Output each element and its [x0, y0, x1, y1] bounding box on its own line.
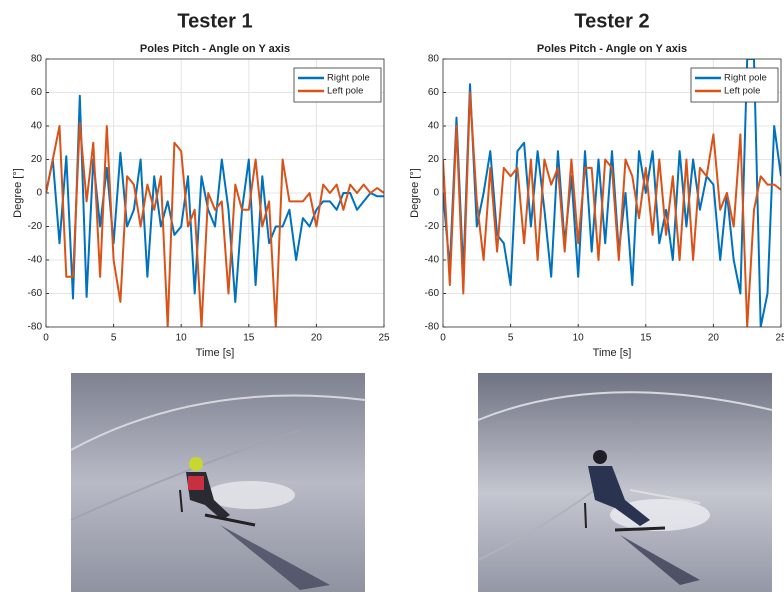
- x-tick-label: 20: [311, 333, 323, 344]
- y-tick-label: 40: [428, 121, 440, 132]
- x-tick-label: 15: [640, 333, 652, 344]
- chart: Tester 1 Poles Pitch - Angle on Y axis -80…: [12, 10, 390, 359]
- x-tick-label: 0: [440, 333, 446, 344]
- y-tick-label: -20: [425, 221, 440, 232]
- legend-label: Left pole: [327, 86, 363, 97]
- y-tick-label: 60: [31, 87, 43, 98]
- x-tick-label: 5: [508, 333, 514, 344]
- x-tick-label: 10: [573, 333, 585, 344]
- y-tick-label: -80: [28, 322, 43, 333]
- y-tick-label: 0: [36, 188, 42, 199]
- y-tick-label: 20: [428, 154, 440, 165]
- chart: Tester 2 Poles Pitch - Angle on Y axis -80…: [409, 10, 784, 359]
- y-tick-label: -20: [28, 221, 43, 232]
- x-tick-label: 15: [243, 333, 255, 344]
- y-tick-label: -60: [28, 288, 43, 299]
- legend-box: [690, 67, 779, 103]
- y-tick-label: -40: [425, 255, 440, 266]
- x-tick-label: 20: [708, 333, 720, 344]
- x-tick-label: 0: [43, 333, 49, 344]
- y-tick-label: 20: [31, 154, 43, 165]
- y-axis-label: Degree [°]: [12, 168, 24, 218]
- legend-box: [293, 67, 382, 103]
- chart-subtitle: Poles Pitch - Angle on Y axis: [140, 43, 290, 55]
- y-axis-label: Degree [°]: [409, 168, 421, 218]
- y-tick-label: -60: [425, 288, 440, 299]
- chart-title: Tester 1: [177, 10, 252, 32]
- x-tick-label: 5: [111, 333, 117, 344]
- chart-subtitle: Poles Pitch - Angle on Y axis: [537, 43, 687, 55]
- photo: [477, 373, 773, 592]
- x-tick-label: 25: [775, 333, 784, 344]
- y-tick-label: 0: [433, 188, 439, 199]
- x-tick-label: 25: [378, 333, 390, 344]
- photo: [70, 373, 366, 592]
- y-tick-label: 80: [31, 54, 43, 65]
- y-tick-label: -80: [425, 322, 440, 333]
- x-tick-label: 10: [176, 333, 188, 344]
- y-tick-label: 60: [428, 87, 440, 98]
- legend-label: Right pole: [724, 73, 767, 84]
- series-line: [443, 91, 781, 327]
- axes-box: [45, 58, 385, 328]
- y-tick-label: 80: [428, 54, 440, 65]
- x-axis-label: Time [s]: [593, 347, 632, 359]
- y-tick-label: -40: [28, 255, 43, 266]
- legend-label: Right pole: [327, 73, 370, 84]
- x-axis-label: Time [s]: [196, 347, 235, 359]
- y-tick-label: 40: [31, 121, 43, 132]
- chart-title: Tester 2: [574, 10, 649, 32]
- axes-box: [442, 58, 782, 328]
- series-line: [46, 121, 384, 327]
- series-line: [443, 59, 781, 327]
- legend-label: Left pole: [724, 86, 760, 97]
